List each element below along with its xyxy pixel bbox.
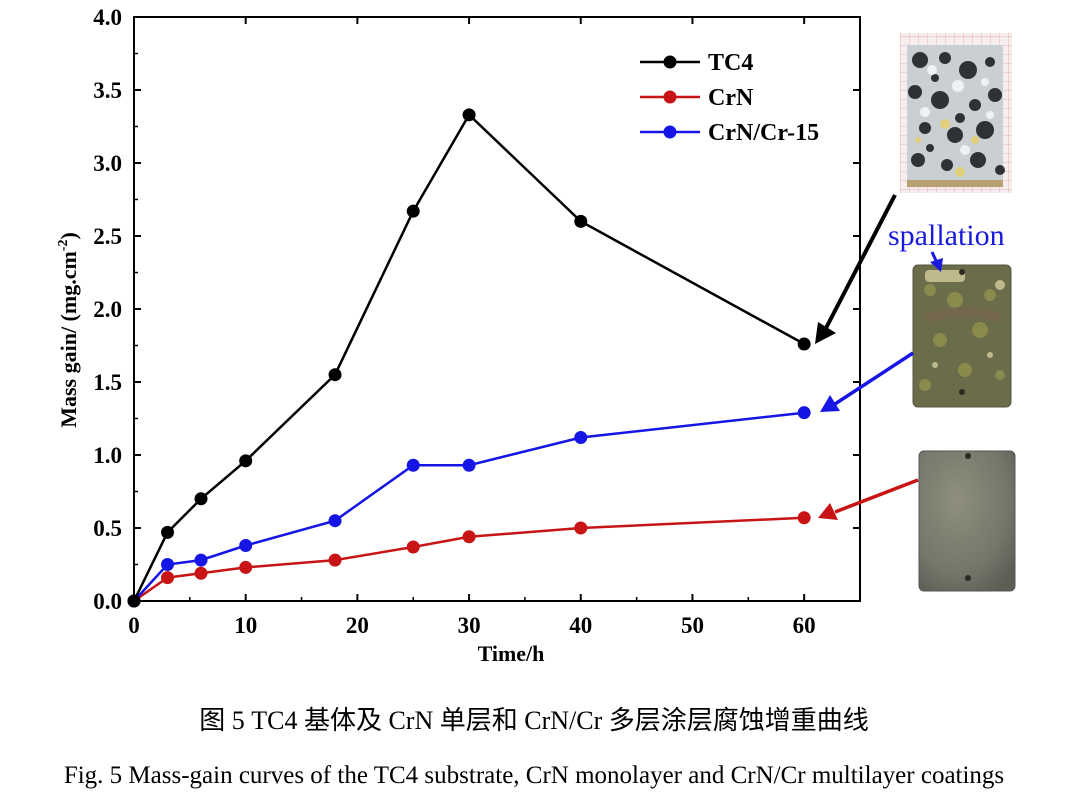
- x-tick-label: 50: [681, 613, 704, 638]
- y-axis-label-close: ): [56, 232, 81, 239]
- series-line-crn-cr-15: [133, 411, 805, 602]
- data-point-crn: [574, 521, 588, 535]
- data-point-crn-cr-15: [406, 458, 420, 472]
- legend-label-crn-cr-15: CrN/Cr-15: [708, 120, 819, 146]
- y-tick-label: 1.5: [93, 370, 122, 395]
- spallation-label: spallation: [888, 219, 1005, 252]
- data-point-crn: [797, 511, 811, 525]
- y-tick-label: 0.0: [93, 589, 122, 614]
- y-tick-label: 4.0: [93, 5, 122, 30]
- y-tick-label: 1.0: [93, 443, 122, 468]
- data-point-crn: [406, 540, 420, 554]
- annotation-arrows: [815, 194, 943, 520]
- data-point-crn: [328, 553, 342, 567]
- y-tick-label: 2.0: [93, 297, 122, 322]
- x-axis-label: Time/h: [478, 641, 545, 666]
- data-point-tc4: [462, 108, 476, 122]
- legend-label-tc4: TC4: [708, 50, 753, 76]
- data-point-tc4: [574, 214, 588, 228]
- y-axis-label: Mass gain/ (mg.cm-2): [56, 232, 81, 428]
- data-point-crn-cr-15: [574, 430, 588, 444]
- x-tick-label: 0: [128, 613, 140, 638]
- data-point-crn-cr-15: [328, 514, 342, 528]
- x-tick-label: 20: [346, 613, 369, 638]
- y-tick-label: 3.0: [93, 151, 122, 176]
- tc4-sample-photo: [900, 33, 1012, 193]
- legend-marker-crn: [663, 90, 677, 104]
- x-tick-label: 60: [793, 613, 816, 638]
- x-tick-label: 10: [234, 613, 257, 638]
- data-point-tc4: [161, 525, 175, 539]
- series-line-tc4: [132, 112, 805, 602]
- data-point-crn-cr-15: [797, 406, 811, 420]
- y-axis-label-exponent: -2: [56, 240, 71, 252]
- data-point-crn: [462, 530, 476, 544]
- y-tick-label: 3.5: [93, 78, 122, 103]
- data-point-crn-cr-15: [239, 539, 253, 553]
- legend-marker-tc4: [663, 55, 677, 69]
- axis-ticks: 0 10 20 30 40 50 60 0.0 0.5 1.0 1.5 2.0 2.5 3.0 3.5 4.0: [93, 5, 860, 638]
- legend-marker-crn-cr-15: [663, 125, 677, 139]
- legend: TC4 CrN CrN/Cr-15: [640, 50, 819, 146]
- caption-english: Fig. 5 Mass-gain curves of the TC4 subst…: [63, 762, 1005, 789]
- data-point-crn: [194, 566, 208, 580]
- series-lines: [132, 112, 805, 603]
- caption-chinese: 图 5 TC4 基体及 CrN 单层和 CrN/Cr 多层涂层腐蚀增重曲线: [199, 706, 869, 735]
- data-point-tc4: [127, 594, 141, 608]
- data-point-crn: [161, 571, 175, 585]
- y-tick-label: 0.5: [93, 516, 122, 541]
- x-tick-label: 40: [569, 613, 592, 638]
- data-point-tc4: [194, 492, 208, 506]
- data-point-crn-cr-15: [194, 553, 208, 567]
- series-markers: [127, 108, 811, 608]
- crn-sample-photo: [918, 450, 1016, 592]
- data-point-tc4: [328, 368, 342, 382]
- data-point-tc4: [406, 204, 420, 218]
- crn-cr-sample-photo: [912, 264, 1012, 408]
- x-tick-label: 30: [458, 613, 481, 638]
- legend-label-crn: CrN: [708, 85, 754, 111]
- data-point-crn-cr-15: [462, 458, 476, 472]
- data-point-crn: [239, 560, 253, 574]
- data-point-tc4: [797, 337, 811, 351]
- y-tick-label: 2.5: [93, 224, 122, 249]
- data-point-crn-cr-15: [161, 558, 175, 571]
- data-point-tc4: [239, 454, 253, 468]
